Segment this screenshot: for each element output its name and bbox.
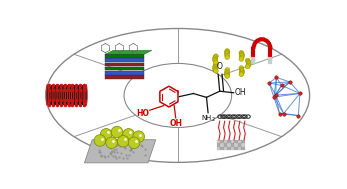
Bar xyxy=(242,140,245,143)
Text: O: O xyxy=(217,62,222,71)
Circle shape xyxy=(240,70,244,75)
Text: OH: OH xyxy=(235,88,246,97)
Circle shape xyxy=(246,62,251,67)
Circle shape xyxy=(225,55,230,60)
Circle shape xyxy=(245,64,250,69)
Bar xyxy=(235,143,238,147)
Bar xyxy=(238,143,242,147)
Circle shape xyxy=(111,126,123,138)
Circle shape xyxy=(214,69,218,73)
Polygon shape xyxy=(105,58,144,62)
Circle shape xyxy=(225,68,230,72)
Bar xyxy=(242,143,245,147)
Bar xyxy=(47,85,86,105)
Bar xyxy=(227,140,231,143)
Circle shape xyxy=(213,66,217,71)
Circle shape xyxy=(239,67,244,72)
Circle shape xyxy=(214,54,218,59)
Circle shape xyxy=(239,57,244,61)
Circle shape xyxy=(213,67,218,72)
Circle shape xyxy=(225,72,229,77)
Circle shape xyxy=(100,129,112,140)
Circle shape xyxy=(225,74,230,78)
Circle shape xyxy=(225,49,230,53)
Circle shape xyxy=(239,71,244,76)
Circle shape xyxy=(213,56,217,61)
Ellipse shape xyxy=(46,85,49,105)
Bar xyxy=(217,147,220,150)
Circle shape xyxy=(239,50,244,55)
Bar xyxy=(235,147,238,150)
Circle shape xyxy=(213,65,217,70)
Circle shape xyxy=(225,50,229,54)
Text: OH: OH xyxy=(169,119,182,128)
Circle shape xyxy=(214,62,218,67)
Circle shape xyxy=(213,57,217,62)
Circle shape xyxy=(225,52,229,56)
Bar xyxy=(231,140,235,143)
Bar xyxy=(242,147,245,150)
Text: NH$_2$: NH$_2$ xyxy=(201,114,215,124)
Polygon shape xyxy=(105,50,152,54)
Bar xyxy=(217,143,220,147)
Bar xyxy=(224,147,227,150)
Circle shape xyxy=(123,129,134,140)
Bar xyxy=(220,143,224,147)
Circle shape xyxy=(240,53,244,57)
Circle shape xyxy=(239,51,244,56)
Bar xyxy=(235,140,238,143)
Bar xyxy=(231,143,235,147)
Polygon shape xyxy=(105,54,144,58)
Circle shape xyxy=(239,66,244,70)
Bar xyxy=(217,140,220,143)
Bar xyxy=(224,140,227,143)
Bar xyxy=(220,140,224,143)
Circle shape xyxy=(225,71,229,75)
Circle shape xyxy=(225,50,229,55)
Polygon shape xyxy=(84,140,156,163)
Bar xyxy=(220,147,224,150)
Bar xyxy=(224,143,227,147)
Circle shape xyxy=(128,137,140,149)
Circle shape xyxy=(239,72,244,77)
Ellipse shape xyxy=(85,85,87,105)
Circle shape xyxy=(213,59,218,63)
Circle shape xyxy=(246,61,251,65)
Polygon shape xyxy=(105,67,144,70)
Circle shape xyxy=(214,60,218,65)
Circle shape xyxy=(225,69,229,74)
Circle shape xyxy=(117,136,129,147)
Circle shape xyxy=(239,55,244,60)
Polygon shape xyxy=(105,63,144,66)
Circle shape xyxy=(94,135,106,146)
Circle shape xyxy=(245,58,250,63)
Circle shape xyxy=(246,59,251,64)
Bar xyxy=(227,147,231,150)
Circle shape xyxy=(133,131,144,143)
Circle shape xyxy=(225,53,229,58)
Bar xyxy=(227,143,231,147)
Bar xyxy=(238,140,242,143)
Bar xyxy=(231,147,235,150)
Circle shape xyxy=(246,63,251,68)
Circle shape xyxy=(106,137,117,149)
Circle shape xyxy=(240,69,244,73)
Text: HO: HO xyxy=(136,109,149,119)
Circle shape xyxy=(225,73,229,78)
Circle shape xyxy=(213,55,218,60)
Polygon shape xyxy=(105,75,144,79)
Bar xyxy=(238,147,242,150)
Circle shape xyxy=(240,54,244,58)
Circle shape xyxy=(213,64,218,68)
Polygon shape xyxy=(105,71,144,75)
